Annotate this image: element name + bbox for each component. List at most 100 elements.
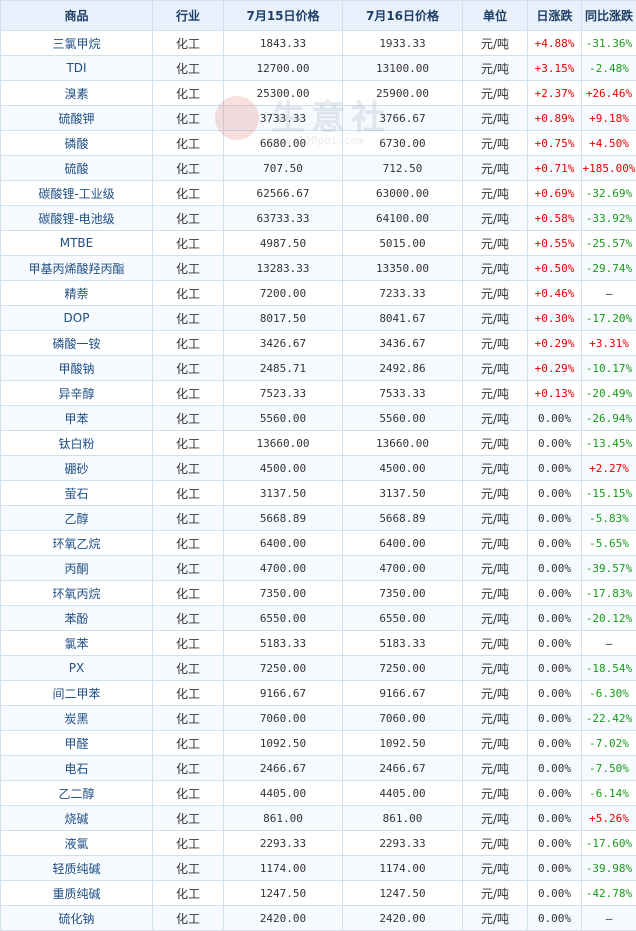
cell-product[interactable]: 乙二醇: [0, 780, 153, 806]
cell-unit: 元/吨: [462, 780, 528, 806]
cell-unit: 元/吨: [462, 655, 528, 681]
header-price-jul15[interactable]: 7月15日价格: [223, 0, 343, 31]
cell-yoy-change: -32.69%: [581, 180, 636, 206]
cell-price-jul16: 1174.00: [342, 855, 463, 881]
cell-product[interactable]: 重质纯碱: [0, 880, 153, 906]
cell-industry: 化工: [152, 705, 224, 731]
cell-product[interactable]: DOP: [0, 305, 153, 331]
table-row: 甲酸钠 化工 2485.71 2492.86 元/吨 +0.29% -10.17%: [0, 355, 636, 381]
cell-yoy-change: -42.78%: [581, 880, 636, 906]
cell-unit: 元/吨: [462, 380, 528, 406]
cell-industry: 化工: [152, 655, 224, 681]
cell-product[interactable]: MTBE: [0, 230, 153, 256]
table-row: 精萘 化工 7200.00 7233.33 元/吨 +0.46% —: [0, 280, 636, 306]
cell-product[interactable]: 液氯: [0, 830, 153, 856]
cell-product[interactable]: 电石: [0, 755, 153, 781]
cell-price-jul15: 13283.33: [223, 255, 343, 281]
cell-product[interactable]: 萤石: [0, 480, 153, 506]
cell-product[interactable]: 丙酮: [0, 555, 153, 581]
cell-product[interactable]: 氯苯: [0, 630, 153, 656]
cell-price-jul16: 5560.00: [342, 405, 463, 431]
cell-product[interactable]: 甲醛: [0, 730, 153, 756]
cell-price-jul16: 2420.00: [342, 905, 463, 931]
cell-product[interactable]: 轻质纯碱: [0, 855, 153, 881]
cell-product[interactable]: 环氧丙烷: [0, 580, 153, 606]
header-product[interactable]: 商品: [0, 0, 153, 31]
cell-price-jul15: 5183.33: [223, 630, 343, 656]
cell-product[interactable]: 精萘: [0, 280, 153, 306]
header-yoy-change[interactable]: 同比涨跌: [581, 0, 636, 31]
cell-price-jul16: 2492.86: [342, 355, 463, 381]
cell-price-jul16: 7233.33: [342, 280, 463, 306]
cell-price-jul15: 6400.00: [223, 530, 343, 556]
cell-price-jul15: 2466.67: [223, 755, 343, 781]
cell-yoy-change: +185.00%: [581, 155, 636, 181]
cell-yoy-change: -26.94%: [581, 405, 636, 431]
cell-unit: 元/吨: [462, 855, 528, 881]
cell-product[interactable]: 甲苯: [0, 405, 153, 431]
cell-product[interactable]: 硫酸: [0, 155, 153, 181]
cell-daily-change: 0.00%: [527, 905, 582, 931]
cell-yoy-change: -33.92%: [581, 205, 636, 231]
cell-product[interactable]: 磷酸: [0, 130, 153, 156]
cell-price-jul15: 4500.00: [223, 455, 343, 481]
header-unit[interactable]: 单位: [462, 0, 528, 31]
cell-product[interactable]: 间二甲苯: [0, 680, 153, 706]
cell-price-jul15: 7200.00: [223, 280, 343, 306]
cell-product[interactable]: 磷酸一铵: [0, 330, 153, 356]
header-price-jul16[interactable]: 7月16日价格: [342, 0, 463, 31]
cell-product[interactable]: 溴素: [0, 80, 153, 106]
cell-product[interactable]: PX: [0, 655, 153, 681]
header-industry[interactable]: 行业: [152, 0, 224, 31]
cell-unit: 元/吨: [462, 305, 528, 331]
cell-industry: 化工: [152, 280, 224, 306]
cell-industry: 化工: [152, 855, 224, 881]
cell-product[interactable]: 甲基丙烯酸羟丙酯: [0, 255, 153, 281]
cell-product[interactable]: 硫酸钾: [0, 105, 153, 131]
cell-industry: 化工: [152, 830, 224, 856]
table-row: 液氯 化工 2293.33 2293.33 元/吨 0.00% -17.60%: [0, 830, 636, 856]
cell-daily-change: +0.46%: [527, 280, 582, 306]
cell-product[interactable]: 钛白粉: [0, 430, 153, 456]
cell-product[interactable]: 异辛醇: [0, 380, 153, 406]
cell-daily-change: 0.00%: [527, 855, 582, 881]
cell-industry: 化工: [152, 205, 224, 231]
cell-product[interactable]: 苯酚: [0, 605, 153, 631]
cell-price-jul15: 3733.33: [223, 105, 343, 131]
cell-price-jul15: 63733.33: [223, 205, 343, 231]
cell-yoy-change: -2.48%: [581, 55, 636, 81]
cell-product[interactable]: 硫化钠: [0, 905, 153, 931]
cell-industry: 化工: [152, 355, 224, 381]
cell-unit: 元/吨: [462, 705, 528, 731]
cell-daily-change: +0.71%: [527, 155, 582, 181]
cell-product[interactable]: 三氯甲烷: [0, 30, 153, 56]
cell-price-jul16: 7250.00: [342, 655, 463, 681]
cell-unit: 元/吨: [462, 680, 528, 706]
cell-yoy-change: -17.20%: [581, 305, 636, 331]
table-row: 乙二醇 化工 4405.00 4405.00 元/吨 0.00% -6.14%: [0, 780, 636, 806]
cell-daily-change: +0.58%: [527, 205, 582, 231]
cell-product[interactable]: 甲酸钠: [0, 355, 153, 381]
cell-unit: 元/吨: [462, 430, 528, 456]
table-row: 溴素 化工 25300.00 25900.00 元/吨 +2.37% +26.46%: [0, 80, 636, 106]
cell-product[interactable]: 硼砂: [0, 455, 153, 481]
cell-unit: 元/吨: [462, 105, 528, 131]
cell-yoy-change: -22.42%: [581, 705, 636, 731]
cell-product[interactable]: 乙醇: [0, 505, 153, 531]
cell-product[interactable]: 炭黑: [0, 705, 153, 731]
cell-product[interactable]: 碳酸锂-电池级: [0, 205, 153, 231]
table-row: 碳酸锂-电池级 化工 63733.33 64100.00 元/吨 +0.58% -33.92…: [0, 205, 636, 231]
cell-price-jul15: 7060.00: [223, 705, 343, 731]
cell-price-jul16: 7350.00: [342, 580, 463, 606]
cell-unit: 元/吨: [462, 80, 528, 106]
cell-product[interactable]: TDI: [0, 55, 153, 81]
header-daily-change[interactable]: 日涨跌: [527, 0, 582, 31]
cell-product[interactable]: 环氧乙烷: [0, 530, 153, 556]
cell-daily-change: 0.00%: [527, 580, 582, 606]
cell-product[interactable]: 烧碱: [0, 805, 153, 831]
cell-price-jul16: 7533.33: [342, 380, 463, 406]
cell-daily-change: 0.00%: [527, 555, 582, 581]
table-row: 三氯甲烷 化工 1843.33 1933.33 元/吨 +4.88% -31.36%: [0, 30, 636, 56]
cell-product[interactable]: 碳酸锂-工业级: [0, 180, 153, 206]
cell-unit: 元/吨: [462, 130, 528, 156]
